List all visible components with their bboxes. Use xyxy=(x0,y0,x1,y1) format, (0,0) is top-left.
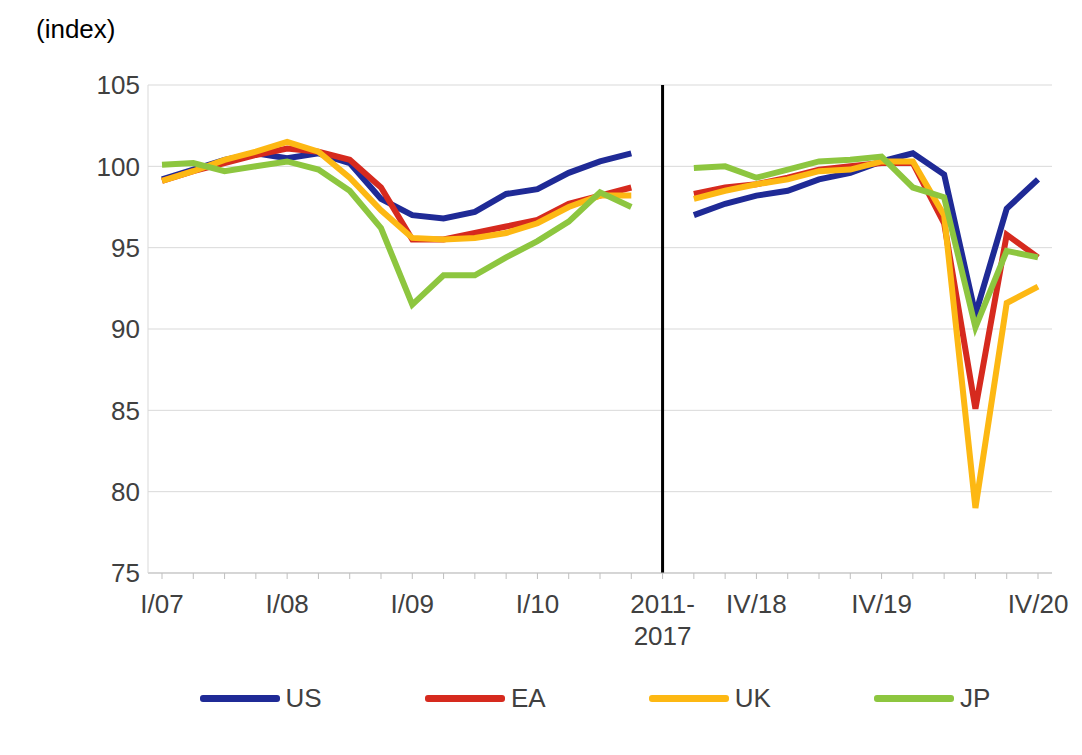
svg-text:I/07: I/07 xyxy=(140,589,183,619)
svg-text:IV/20: IV/20 xyxy=(1008,589,1069,619)
svg-text:95: 95 xyxy=(111,233,140,263)
html-text:(index): (index) xyxy=(36,14,116,44)
svg-text:I/10: I/10 xyxy=(516,589,559,619)
html-text:US: US xyxy=(285,683,322,713)
svg-text:90: 90 xyxy=(111,314,140,344)
svg-text:IV/19: IV/19 xyxy=(851,589,912,619)
svg-text:75: 75 xyxy=(111,558,140,588)
svg-text:85: 85 xyxy=(111,396,140,426)
svg-text:100: 100 xyxy=(97,152,140,182)
svg-text:105: 105 xyxy=(97,70,140,100)
html-text:UK: UK xyxy=(734,683,771,713)
svg-text:2011-: 2011- xyxy=(630,589,695,619)
svg-text:IV/18: IV/18 xyxy=(726,589,787,619)
html-text:JP: JP xyxy=(960,683,991,713)
svg-text:80: 80 xyxy=(111,477,140,507)
html-text:EA: EA xyxy=(510,683,546,713)
svg-text:2017: 2017 xyxy=(634,621,692,651)
svg-text:I/09: I/09 xyxy=(391,589,434,619)
svg-text:I/08: I/08 xyxy=(265,589,308,619)
